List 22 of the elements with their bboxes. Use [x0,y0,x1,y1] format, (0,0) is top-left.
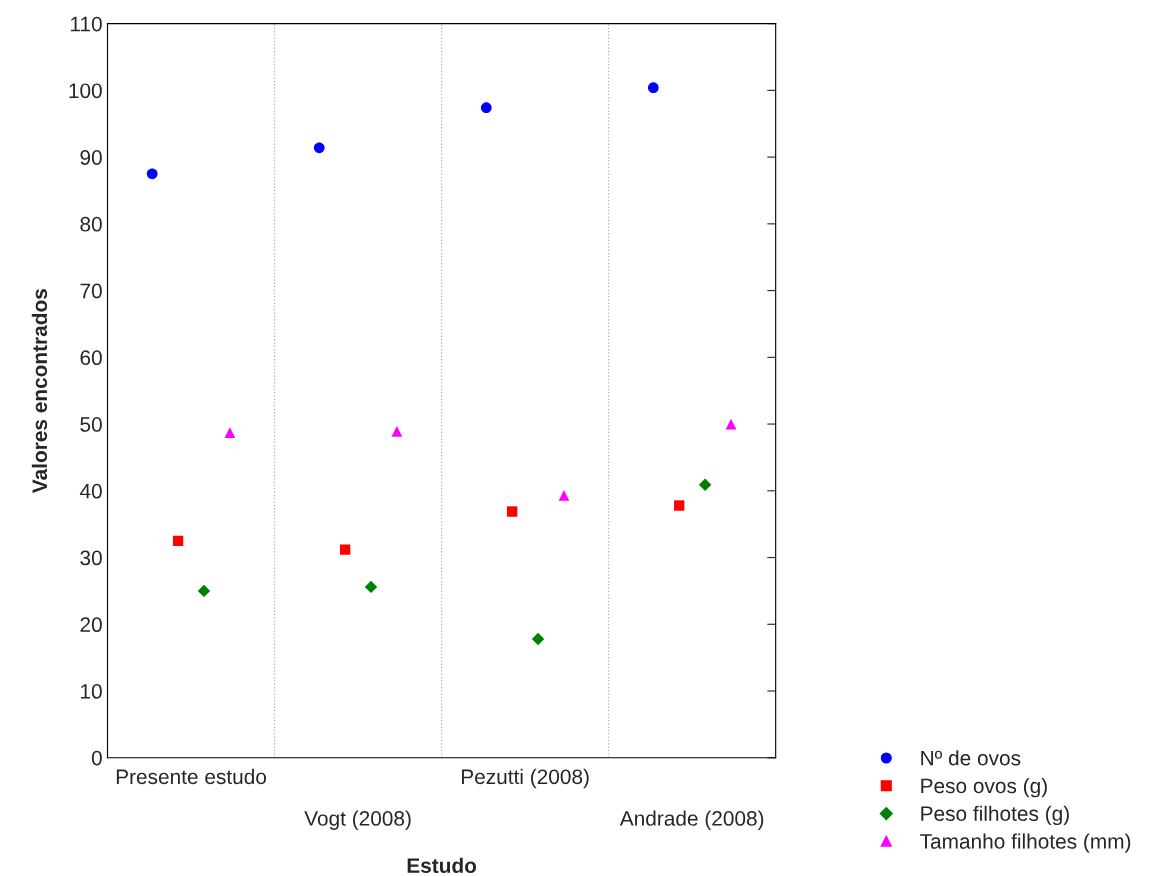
y-tick-label: 10 [81,684,102,699]
x-tick-label: Presente estudo [116,768,267,785]
legend-label: Tamanho filhotes (mm) [920,833,1131,853]
y-tick-label: 80 [80,216,102,232]
y-tick-label: 30 [80,550,102,566]
x-tick-label: Andrade (2008) [619,810,764,830]
x-axis-title: Estudo [407,857,477,874]
legend-label: Peso ovos (g) [921,777,1047,798]
x-tick-label: Vogt (2008) [304,810,411,830]
y-tick-label: 110 [71,16,102,32]
legend-label: Peso filhotes (g) [921,805,1069,826]
y-tick-label: 70 [80,283,102,299]
x-tick-label: Pezutti (2008) [461,768,589,789]
y-axis-title: Valores encontrados [31,289,48,494]
y-tick-label: 90 [80,150,102,165]
legend-label: Nº de ovos [921,750,1021,766]
y-tick-label: 60 [80,350,102,366]
y-tick-label: 100 [69,83,102,99]
y-tick-label: 40 [79,483,102,499]
y-tick-label: 20 [80,617,102,633]
y-tick-label: 0 [91,750,102,766]
y-tick-label: 50 [80,417,102,432]
